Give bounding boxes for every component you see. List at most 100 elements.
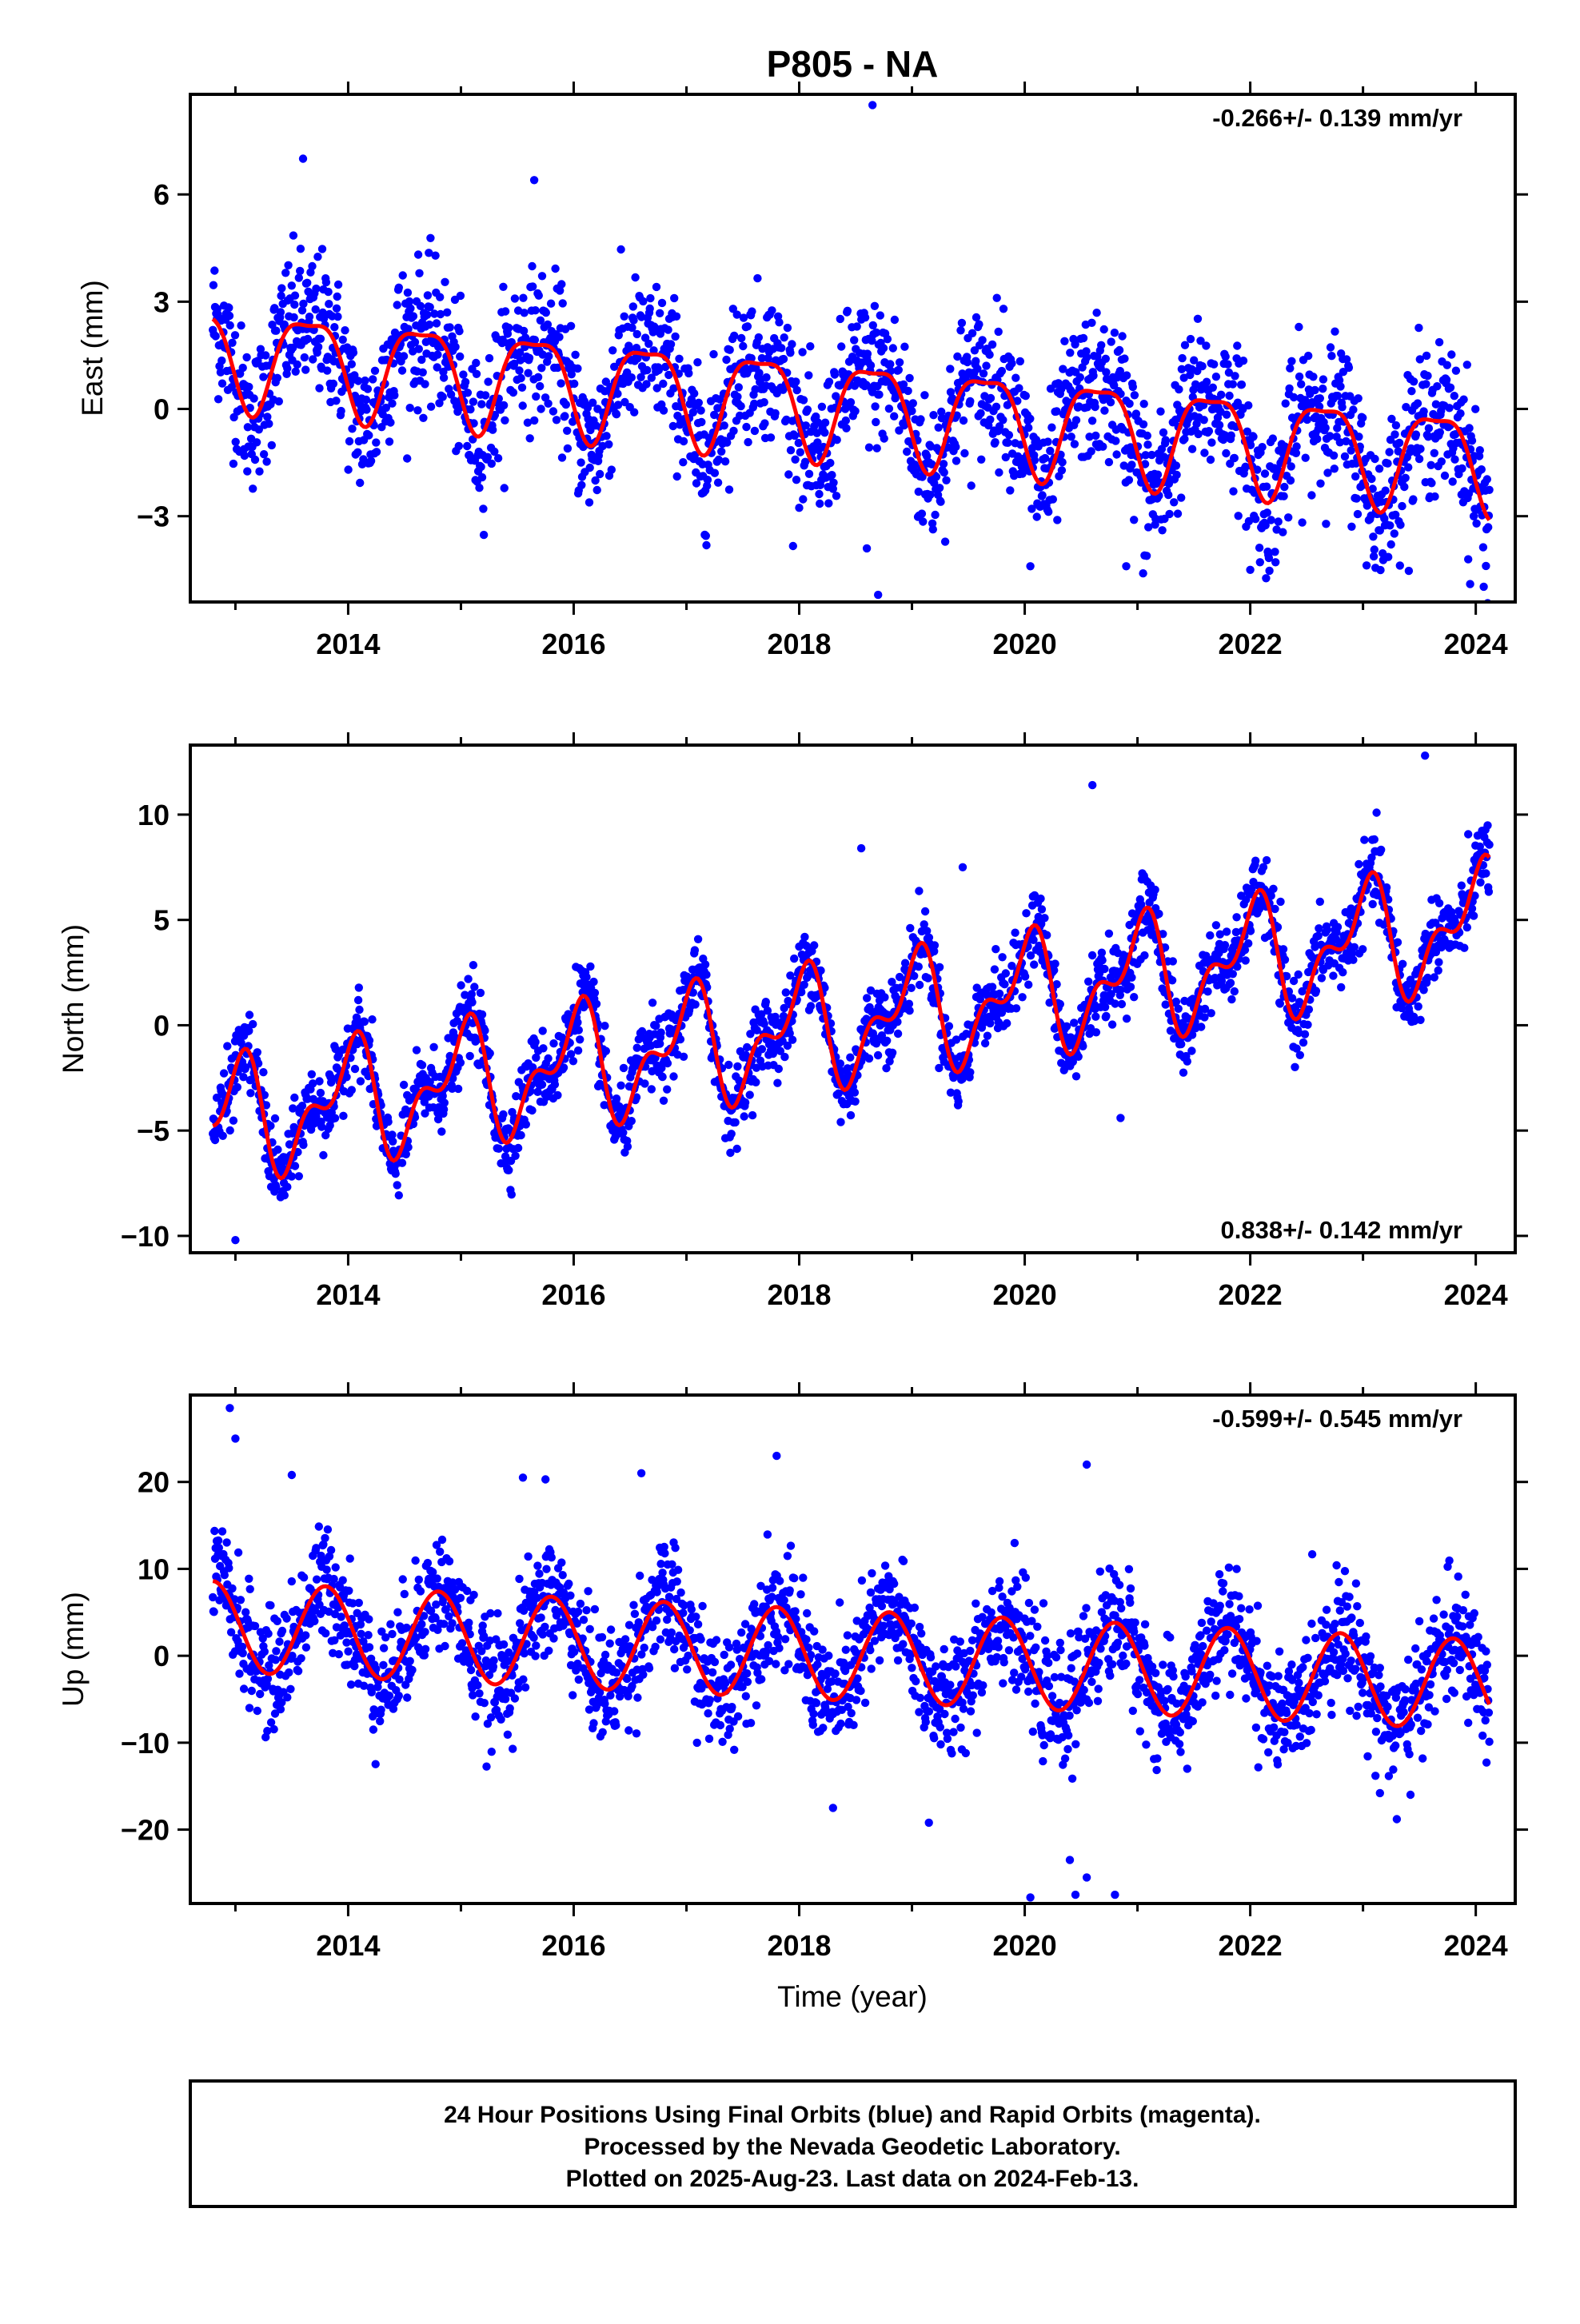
data-point [1172,461,1180,469]
data-point [733,1062,741,1070]
data-point [1375,464,1383,472]
data-point [1129,383,1137,391]
data-point [929,411,937,419]
data-point [760,419,768,427]
data-point [443,309,451,317]
data-point [918,509,926,517]
data-point [1430,449,1438,457]
data-point [421,380,429,388]
data-point [210,1527,218,1535]
data-point [324,1525,332,1533]
data-point [429,1043,437,1051]
data-point [1051,959,1059,967]
data-point [1319,375,1327,383]
data-point [628,1117,636,1125]
data-point [1313,435,1321,443]
data-point [780,1004,788,1012]
data-point [577,481,585,489]
data-point [256,1690,264,1698]
data-point [1459,396,1467,404]
data-point [555,333,563,341]
data-point [790,955,798,963]
data-point [1091,403,1099,411]
data-point [494,454,502,462]
data-point [1197,1022,1205,1030]
data-point [667,340,675,348]
data-point [1482,562,1490,570]
data-point [355,1006,363,1014]
data-point [768,306,776,314]
data-point [831,370,839,378]
data-point [1316,394,1324,402]
data-point [505,1166,513,1174]
data-point [722,356,730,364]
data-point [995,328,1003,336]
data-point [1263,483,1271,491]
data-point [1053,516,1061,524]
data-point [351,1065,359,1073]
data-point [1483,821,1491,829]
data-point [313,253,321,261]
data-point [355,983,363,991]
data-point [1279,492,1287,500]
data-point [736,402,744,410]
data-point [1172,998,1180,1006]
data-point [753,274,761,282]
data-point [720,421,728,429]
data-point [271,1114,279,1122]
data-point [1242,956,1250,964]
data-point [332,1563,340,1571]
data-point [690,389,698,397]
data-point [1338,403,1346,411]
data-point [1485,840,1493,848]
data-point [920,391,928,399]
data-point [735,383,743,391]
data-point [728,1130,736,1138]
data-point [1087,447,1095,455]
data-point [804,371,812,379]
data-point [1187,335,1195,343]
data-point [539,1044,547,1052]
data-point [531,306,539,314]
data-point [1079,334,1087,342]
data-point [946,365,954,373]
data-point [553,416,561,424]
data-point [1334,923,1342,931]
data-point [1407,387,1415,395]
data-point [218,380,226,388]
data-point [357,1630,365,1638]
data-point [1222,353,1230,361]
x-tick-label: 2016 [541,628,605,660]
data-point [1102,1012,1110,1020]
data-point [982,361,990,369]
data-point [283,1693,291,1701]
data-point [522,1120,530,1128]
data-point [1359,945,1367,953]
data-point [986,416,994,424]
data-point [592,1000,600,1008]
data-point [744,438,752,446]
data-point [1088,951,1096,959]
data-point [1267,516,1275,524]
data-point [1087,319,1095,327]
data-point [1015,384,1023,392]
y-tick-label: −3 [137,500,170,533]
data-point [277,308,285,316]
outlier-point [1246,566,1254,574]
data-point [544,1054,552,1062]
data-point [1476,446,1484,454]
data-point [1159,429,1167,436]
data-point [362,405,370,413]
data-point [1091,432,1099,440]
data-point [549,407,557,415]
data-point [1071,440,1079,448]
data-point [1107,337,1115,345]
data-point [521,309,529,317]
data-point [842,425,850,433]
data-point [1433,382,1441,390]
data-point [792,377,800,385]
data-point [1316,898,1324,906]
data-point [865,1054,873,1062]
data-point [519,294,527,302]
data-point [1287,462,1295,470]
